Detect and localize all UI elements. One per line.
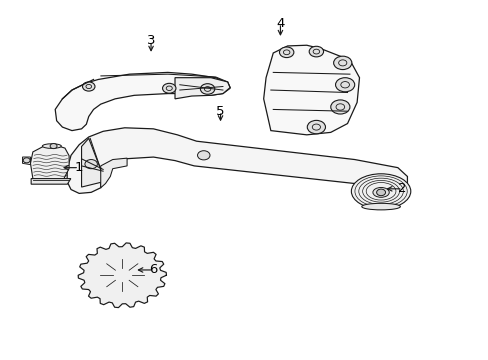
Polygon shape bbox=[263, 45, 359, 135]
Polygon shape bbox=[31, 179, 71, 184]
Polygon shape bbox=[101, 158, 127, 188]
Circle shape bbox=[200, 84, 214, 94]
Ellipse shape bbox=[361, 203, 400, 210]
Polygon shape bbox=[81, 138, 103, 187]
Circle shape bbox=[85, 159, 97, 169]
Polygon shape bbox=[67, 128, 407, 206]
Text: 2: 2 bbox=[398, 182, 406, 195]
Circle shape bbox=[279, 47, 293, 58]
Circle shape bbox=[306, 120, 325, 134]
Text: 4: 4 bbox=[276, 17, 284, 30]
Polygon shape bbox=[30, 145, 69, 183]
Circle shape bbox=[379, 188, 393, 197]
Circle shape bbox=[50, 144, 57, 149]
Circle shape bbox=[333, 56, 351, 69]
Text: 6: 6 bbox=[149, 264, 157, 276]
Circle shape bbox=[23, 158, 30, 163]
Circle shape bbox=[118, 272, 126, 279]
Polygon shape bbox=[55, 72, 230, 131]
Circle shape bbox=[335, 78, 354, 92]
Ellipse shape bbox=[372, 188, 388, 197]
Polygon shape bbox=[22, 157, 30, 165]
Circle shape bbox=[330, 100, 349, 114]
Circle shape bbox=[376, 189, 385, 196]
Ellipse shape bbox=[351, 174, 410, 209]
Text: 3: 3 bbox=[146, 34, 155, 47]
Polygon shape bbox=[78, 243, 166, 307]
Ellipse shape bbox=[42, 144, 61, 148]
Circle shape bbox=[308, 46, 323, 57]
Text: 1: 1 bbox=[75, 161, 83, 174]
Circle shape bbox=[112, 268, 132, 282]
Circle shape bbox=[82, 82, 95, 91]
Circle shape bbox=[197, 151, 209, 160]
Polygon shape bbox=[175, 78, 230, 99]
Circle shape bbox=[162, 83, 176, 93]
Circle shape bbox=[388, 193, 402, 203]
Text: 5: 5 bbox=[216, 105, 224, 118]
